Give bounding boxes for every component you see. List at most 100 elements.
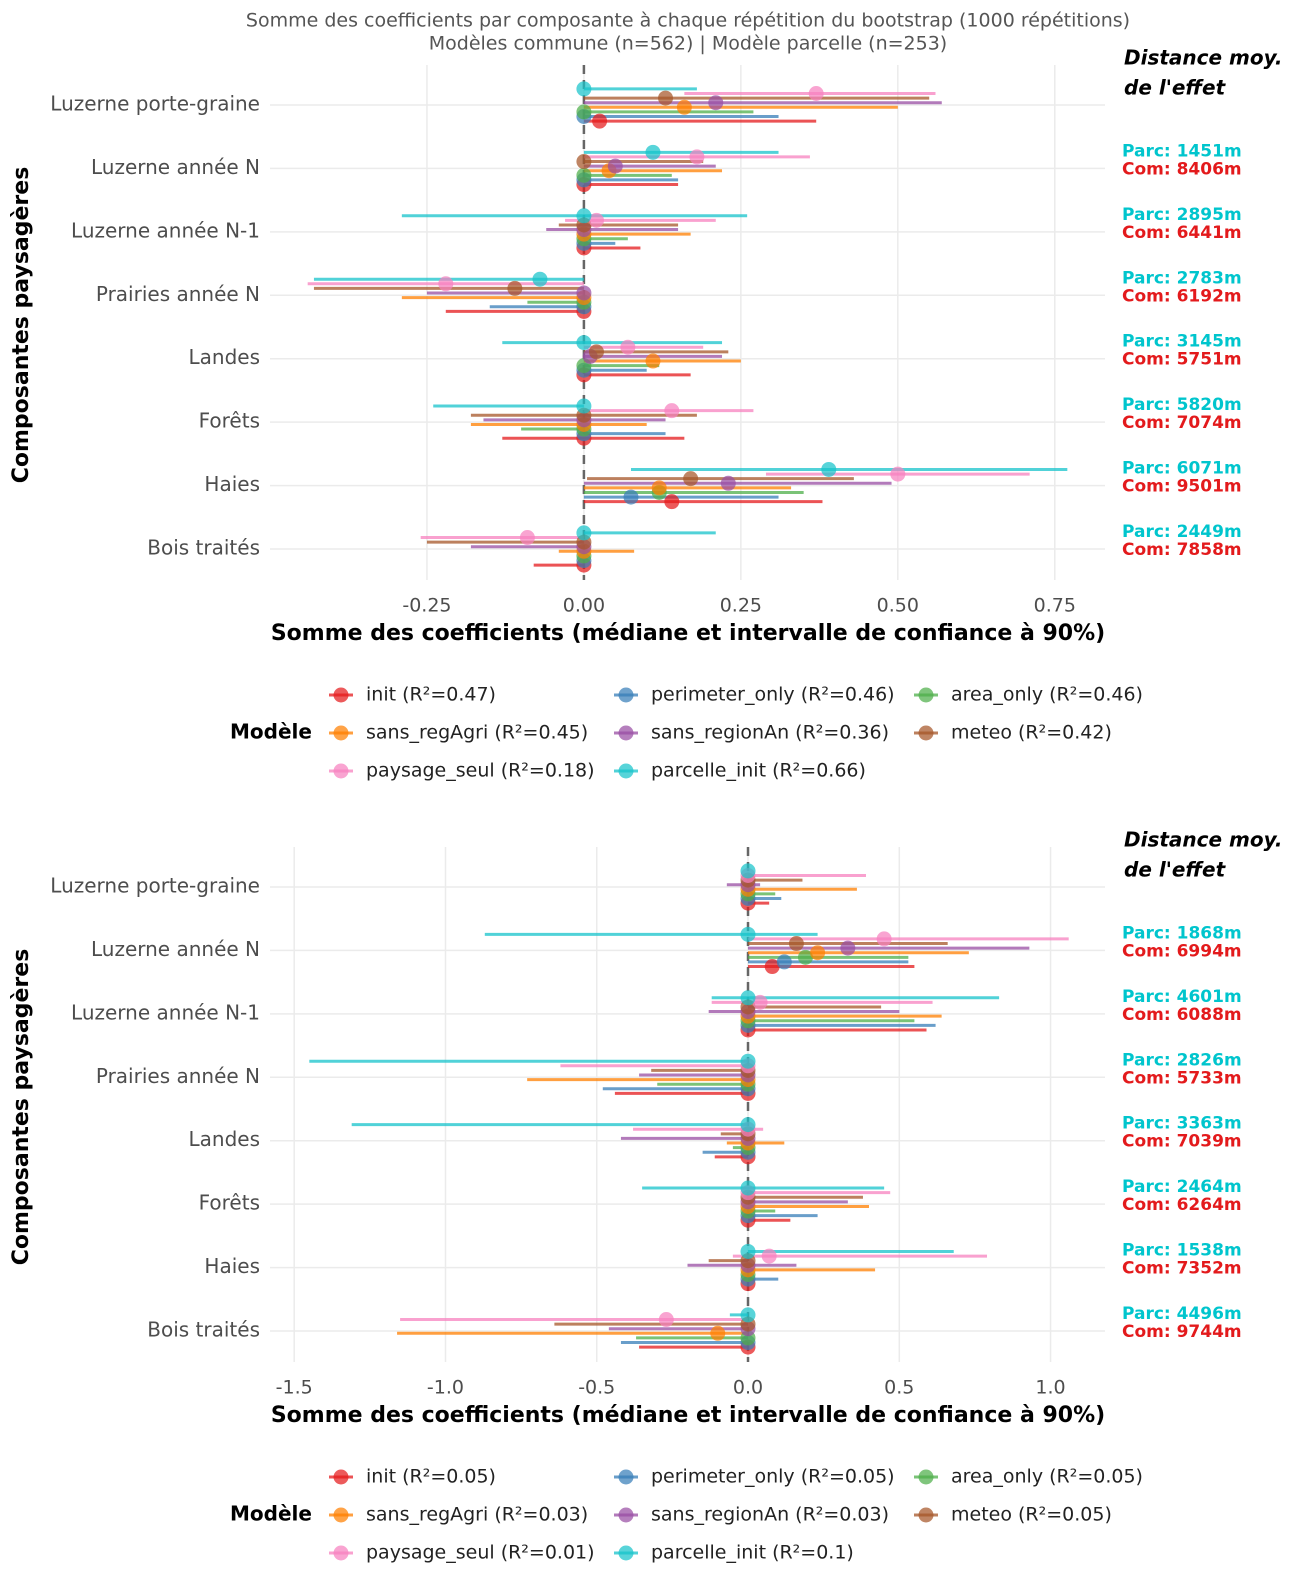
median-point xyxy=(752,994,768,1010)
median-point xyxy=(683,471,699,487)
median-point xyxy=(576,208,592,224)
distance-header: de l'effet xyxy=(1124,858,1227,882)
x-tick-label: -1.5 xyxy=(276,1377,313,1399)
median-point xyxy=(576,167,592,183)
legend-label: meteo (R²=0.05) xyxy=(951,1504,1112,1526)
chart-title: Somme des coefficients par composante à … xyxy=(246,10,1130,32)
distance-com: Com: 5751m xyxy=(1122,350,1242,370)
distance-parc: Parc: 1538m xyxy=(1122,1241,1242,1261)
distance-parc: Parc: 3363m xyxy=(1122,1114,1242,1134)
y-tick-label: Haies xyxy=(204,1254,260,1278)
legend-swatch xyxy=(618,687,634,703)
legend-label: parcelle_init (R²=0.1) xyxy=(651,1542,854,1564)
median-point xyxy=(507,280,523,296)
median-point xyxy=(532,271,548,287)
y-tick-label: Forêts xyxy=(199,409,260,433)
median-point xyxy=(764,959,780,975)
x-axis-title: Somme des coefficients (médiane et inter… xyxy=(271,621,1105,646)
median-point xyxy=(740,1243,756,1259)
distance-com: Com: 6192m xyxy=(1122,286,1242,306)
median-point xyxy=(740,990,756,1006)
median-point xyxy=(576,335,592,351)
legend-label: perimeter_only (R²=0.46) xyxy=(651,684,895,706)
median-point xyxy=(588,212,604,228)
y-tick-label: Bois traités xyxy=(147,536,260,560)
median-point xyxy=(821,461,837,477)
median-point xyxy=(519,530,535,546)
median-point xyxy=(810,945,826,961)
legend-label: paysage_seul (R²=0.01) xyxy=(366,1542,595,1564)
legend-swatch xyxy=(618,1545,634,1561)
distance-com: Com: 6994m xyxy=(1122,941,1242,961)
y-tick-label: Luzerne année N-1 xyxy=(71,1000,260,1024)
median-point xyxy=(808,86,824,101)
legend-title: Modèle xyxy=(230,1502,312,1526)
distance-header: de l'effet xyxy=(1124,76,1227,100)
median-point xyxy=(658,90,674,106)
median-point xyxy=(576,525,592,541)
legend-swatch xyxy=(918,725,934,741)
median-point xyxy=(645,144,661,160)
distance-parc: Parc: 3145m xyxy=(1122,332,1242,352)
legend-label: init (R²=0.05) xyxy=(366,1466,496,1488)
y-tick-label: Luzerne année N xyxy=(91,937,260,961)
x-axis-title: Somme des coefficients (médiane et inter… xyxy=(271,1403,1105,1428)
distance-parc: Parc: 2895m xyxy=(1122,205,1242,225)
distance-parc: Parc: 4496m xyxy=(1122,1304,1242,1324)
y-axis-title: Composantes paysagères xyxy=(9,167,34,484)
y-tick-label: Forêts xyxy=(199,1191,260,1215)
legend-swatch xyxy=(333,763,349,779)
median-point xyxy=(740,926,756,942)
y-tick-label: Prairies année N xyxy=(96,282,260,306)
y-tick-label: Prairies année N xyxy=(96,1064,260,1088)
median-point xyxy=(720,475,736,491)
legend-label: area_only (R²=0.05) xyxy=(951,1466,1143,1488)
x-tick-label: -0.25 xyxy=(402,595,451,617)
median-point xyxy=(438,276,454,292)
legend-label: parcelle_init (R²=0.66) xyxy=(651,760,866,782)
legend-swatch xyxy=(333,1469,349,1485)
y-tick-label: Landes xyxy=(189,1127,261,1151)
median-point xyxy=(576,398,592,414)
y-tick-label: Luzerne porte-graine xyxy=(50,874,260,898)
legend-swatch xyxy=(333,687,349,703)
median-point xyxy=(890,466,906,482)
distance-parc: Parc: 2826m xyxy=(1122,1050,1242,1070)
median-point xyxy=(740,1180,756,1196)
median-point xyxy=(676,99,692,115)
distance-com: Com: 7858m xyxy=(1122,540,1242,560)
median-point xyxy=(740,1307,756,1323)
x-tick-label: 0.00 xyxy=(563,595,605,617)
y-tick-label: Bois traités xyxy=(147,1318,260,1342)
distance-parc: Parc: 2783m xyxy=(1122,268,1242,288)
legend-swatch xyxy=(618,1469,634,1485)
median-point xyxy=(620,339,636,355)
y-tick-label: Luzerne année N xyxy=(91,155,260,179)
median-point xyxy=(576,154,592,170)
legend-label: init (R²=0.47) xyxy=(366,684,496,706)
x-tick-label: -1.0 xyxy=(427,1377,464,1399)
chart-subtitle: Modèles commune (n=562) | Modèle parcell… xyxy=(429,33,947,55)
median-point xyxy=(761,1248,777,1264)
distance-com: Com: 6088m xyxy=(1122,1005,1242,1025)
median-point xyxy=(708,95,724,111)
median-point xyxy=(576,285,592,301)
median-point xyxy=(797,949,813,965)
median-point xyxy=(788,936,804,952)
distance-com: Com: 7039m xyxy=(1122,1132,1242,1152)
distance-parc: Parc: 1451m xyxy=(1122,141,1242,161)
distance-com: Com: 6264m xyxy=(1122,1195,1242,1215)
median-point xyxy=(623,489,639,505)
median-point xyxy=(588,344,604,360)
distance-header: Distance moy. xyxy=(1124,828,1282,852)
median-point xyxy=(645,353,661,369)
median-point xyxy=(840,940,856,956)
legend-swatch xyxy=(618,725,634,741)
distance-header: Distance moy. xyxy=(1124,46,1282,70)
y-tick-label: Haies xyxy=(204,472,260,496)
distance-parc: Parc: 6071m xyxy=(1122,459,1242,479)
legend-label: paysage_seul (R²=0.18) xyxy=(366,760,595,782)
legend-swatch xyxy=(918,687,934,703)
median-point xyxy=(689,149,705,165)
